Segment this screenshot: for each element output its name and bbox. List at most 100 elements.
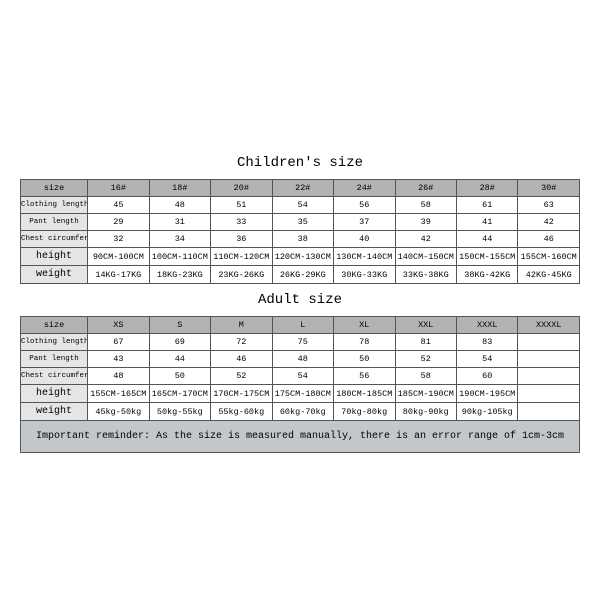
adult-size-label: size — [21, 317, 88, 334]
adult-pant-length-2: 46 — [211, 351, 272, 368]
adult-size-0: XS — [88, 317, 149, 334]
children-clothing-length-6: 61 — [456, 197, 517, 214]
children-pant-length-label: Pant length — [21, 214, 88, 231]
adult-pant-length-0: 43 — [88, 351, 149, 368]
children-height-label: height — [21, 248, 88, 266]
children-height-3: 120CM-130CM — [272, 248, 333, 266]
children-weight-3: 26KG-29KG — [272, 266, 333, 284]
children-weight-6: 38KG-42KG — [456, 266, 517, 284]
children-size-7: 30# — [518, 180, 580, 197]
children-pant-length-2: 33 — [211, 214, 272, 231]
adult-chest-1: 50 — [149, 368, 210, 385]
children-height-7: 155CM-160CM — [518, 248, 580, 266]
adult-chest-3: 54 — [272, 368, 333, 385]
children-weight-1: 18KG-23KG — [149, 266, 210, 284]
adult-height-2: 170CM-175CM — [211, 385, 272, 403]
children-clothing-length-2: 51 — [211, 197, 272, 214]
adult-height-1: 165CM-170CM — [149, 385, 210, 403]
children-weight-label: weight — [21, 266, 88, 284]
adult-clothing-length-5: 81 — [395, 334, 456, 351]
adult-weight-7 — [518, 403, 580, 421]
children-weight-5: 33KG-38KG — [395, 266, 456, 284]
children-size-2: 20# — [211, 180, 272, 197]
children-chest-2: 36 — [211, 231, 272, 248]
adult-height-3: 175CM-180CM — [272, 385, 333, 403]
adult-chest-6: 60 — [456, 368, 517, 385]
adult-pant-length-5: 52 — [395, 351, 456, 368]
adult-size-6: XXXL — [456, 317, 517, 334]
adult-clothing-length-label: Clothing length — [21, 334, 88, 351]
children-height-0: 90CM-100CM — [88, 248, 149, 266]
children-pant-length-6: 41 — [456, 214, 517, 231]
children-height-2: 110CM-120CM — [211, 248, 272, 266]
adult-title: Adult size — [21, 284, 580, 317]
adult-weight-6: 90kg-105kg — [456, 403, 517, 421]
children-chest-4: 40 — [334, 231, 395, 248]
adult-pant-length-4: 50 — [334, 351, 395, 368]
children-chest-7: 46 — [518, 231, 580, 248]
adult-size-1: S — [149, 317, 210, 334]
children-height-6: 150CM-155CM — [456, 248, 517, 266]
children-size-5: 26# — [395, 180, 456, 197]
children-chest-5: 42 — [395, 231, 456, 248]
adult-height-6: 190CM-195CM — [456, 385, 517, 403]
adult-height-0: 155CM-165CM — [88, 385, 149, 403]
adult-pant-length-3: 48 — [272, 351, 333, 368]
adult-clothing-length-3: 75 — [272, 334, 333, 351]
adult-weight-2: 55kg-60kg — [211, 403, 272, 421]
children-clothing-length-7: 63 — [518, 197, 580, 214]
adult-height-4: 180CM-185CM — [334, 385, 395, 403]
children-chest-6: 44 — [456, 231, 517, 248]
adult-size-7: XXXXL — [518, 317, 580, 334]
children-weight-0: 14KG-17KG — [88, 266, 149, 284]
children-height-4: 130CM-140CM — [334, 248, 395, 266]
adult-chest-0: 48 — [88, 368, 149, 385]
adult-clothing-length-4: 78 — [334, 334, 395, 351]
children-pant-length-7: 42 — [518, 214, 580, 231]
adult-weight-0: 45kg-50kg — [88, 403, 149, 421]
children-clothing-length-0: 45 — [88, 197, 149, 214]
adult-size-3: L — [272, 317, 333, 334]
adult-clothing-length-7 — [518, 334, 580, 351]
children-clothing-length-label: Clothing length — [21, 197, 88, 214]
adult-size-5: XXL — [395, 317, 456, 334]
adult-chest-5: 58 — [395, 368, 456, 385]
size-chart: Children's size size 16# 18# 20# 22# 24#… — [20, 147, 580, 453]
adult-pant-length-label: Pant length — [21, 351, 88, 368]
children-chest-1: 34 — [149, 231, 210, 248]
adult-weight-4: 70kg-80kg — [334, 403, 395, 421]
children-weight-7: 42KG-45KG — [518, 266, 580, 284]
children-chest-label: Chest circumference 1/2 — [21, 231, 88, 248]
children-clothing-length-1: 48 — [149, 197, 210, 214]
children-size-1: 18# — [149, 180, 210, 197]
adult-clothing-length-0: 67 — [88, 334, 149, 351]
children-clothing-length-3: 54 — [272, 197, 333, 214]
reminder-text: Important reminder: As the size is measu… — [21, 421, 580, 453]
children-size-label: size — [21, 180, 88, 197]
children-size-4: 24# — [334, 180, 395, 197]
adult-chest-4: 56 — [334, 368, 395, 385]
adult-clothing-length-1: 69 — [149, 334, 210, 351]
children-pant-length-3: 35 — [272, 214, 333, 231]
children-weight-2: 23KG-26KG — [211, 266, 272, 284]
adult-clothing-length-2: 72 — [211, 334, 272, 351]
adult-height-5: 185CM-190CM — [395, 385, 456, 403]
children-size-3: 22# — [272, 180, 333, 197]
adult-size-4: XL — [334, 317, 395, 334]
children-pant-length-0: 29 — [88, 214, 149, 231]
adult-weight-label: weight — [21, 403, 88, 421]
adult-chest-2: 52 — [211, 368, 272, 385]
adult-pant-length-7 — [518, 351, 580, 368]
size-table: Children's size size 16# 18# 20# 22# 24#… — [20, 147, 580, 453]
adult-weight-1: 50kg-55kg — [149, 403, 210, 421]
children-size-0: 16# — [88, 180, 149, 197]
adult-chest-label: Chest circumference 1/2 — [21, 368, 88, 385]
children-chest-3: 38 — [272, 231, 333, 248]
children-size-6: 28# — [456, 180, 517, 197]
children-pant-length-5: 39 — [395, 214, 456, 231]
adult-weight-5: 80kg-90kg — [395, 403, 456, 421]
adult-height-label: height — [21, 385, 88, 403]
adult-chest-7 — [518, 368, 580, 385]
children-pant-length-1: 31 — [149, 214, 210, 231]
children-chest-0: 32 — [88, 231, 149, 248]
